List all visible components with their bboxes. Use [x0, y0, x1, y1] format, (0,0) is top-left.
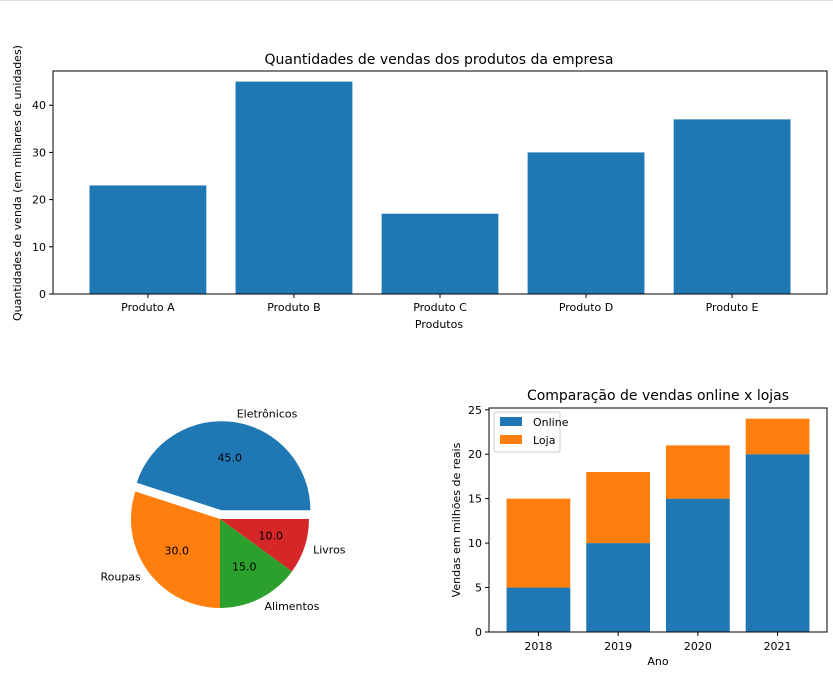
y-tick-label: 0: [39, 288, 46, 301]
product-sales-y-axis-label: Quantidades de venda (em milhares de uni…: [11, 45, 24, 321]
pie-slice-alimentos: [220, 519, 293, 608]
product-sales-x-axis-label: Produtos: [415, 318, 463, 331]
legend-swatch-loja: [500, 435, 522, 444]
product-sales-chart: Quantidades de vendas dos produtos da em…: [11, 45, 828, 331]
window-top-border: [0, 0, 833, 1]
online-vs-store-legend: Online Loja: [493, 411, 569, 453]
y-tick-label: 20: [32, 194, 46, 207]
legend-label-loja: Loja: [533, 434, 555, 447]
pie-value-roupas: 30.0: [165, 544, 190, 557]
pie-label-livros: Livros: [313, 543, 346, 556]
y-tick-label: 10: [468, 537, 482, 550]
pie-value-alimentos: 15.0: [232, 561, 257, 574]
bar-online-2021: [745, 454, 810, 632]
y-tick-label: 0: [475, 626, 482, 639]
y-tick-label: 5: [475, 582, 482, 595]
pie-value-eletronicos: 45.0: [217, 451, 242, 464]
bar-loja-2020: [665, 445, 730, 499]
bar-online-2018: [506, 587, 571, 632]
x-tick-label: Produto E: [706, 301, 759, 314]
x-tick-label: 2020: [684, 640, 712, 653]
pie-slice-eletronicos: [136, 421, 311, 511]
bar-produto-a: [89, 185, 207, 294]
legend-label-online: Online: [533, 416, 569, 429]
pie-label-alimentos: Alimentos: [264, 600, 319, 613]
pie-slice-livros: [220, 519, 309, 572]
y-tick-label: 25: [468, 404, 482, 417]
x-tick-label: 2019: [604, 640, 632, 653]
x-tick-label: Produto D: [559, 301, 613, 314]
bar-produto-b: [235, 81, 353, 294]
bar-produto-c: [381, 213, 499, 294]
online-vs-store-plot-frame: [488, 407, 828, 633]
pie-value-livros: 10.0: [259, 530, 284, 543]
pie-label-eletronicos: Eletrônicos: [237, 408, 298, 421]
y-tick-label: 30: [32, 146, 46, 159]
x-tick-label: 2021: [764, 640, 792, 653]
online-vs-store-chart: Comparação de vendas online x lojas 0 5 10…: [450, 388, 828, 668]
y-tick-label: 40: [32, 99, 46, 112]
bar-produto-e: [673, 119, 791, 294]
legend-swatch-online: [500, 417, 522, 426]
bar-loja-2018: [506, 498, 571, 588]
x-tick-label: 2018: [524, 640, 552, 653]
bar-online-2020: [665, 498, 730, 632]
y-tick-label: 15: [468, 493, 482, 506]
y-tick-label: 20: [468, 448, 482, 461]
category-pie-chart: Eletrônicos 45.0 Roupas 30.0 Alimentos 15.0 Li…: [100, 408, 345, 614]
product-sales-title: Quantidades de vendas dos produtos da em…: [264, 52, 613, 68]
online-vs-store-title: Comparação de vendas online x lojas: [527, 388, 789, 404]
online-vs-store-x-axis-label: Ano: [647, 655, 668, 668]
product-sales-plot-frame: [52, 70, 828, 295]
bar-produto-d: [527, 152, 645, 294]
y-tick-label: 10: [32, 241, 46, 254]
x-tick-label: Produto B: [267, 301, 321, 314]
x-tick-label: Produto A: [121, 301, 175, 314]
bar-online-2019: [586, 543, 651, 632]
bar-loja-2019: [586, 472, 651, 544]
pie-label-roupas: Roupas: [100, 571, 141, 584]
online-vs-store-y-axis-label: Vendas em milhões de reais: [450, 442, 463, 597]
x-tick-label: Produto C: [413, 301, 467, 314]
pie-slice-roupas: [130, 491, 220, 608]
bar-loja-2021: [745, 418, 810, 455]
